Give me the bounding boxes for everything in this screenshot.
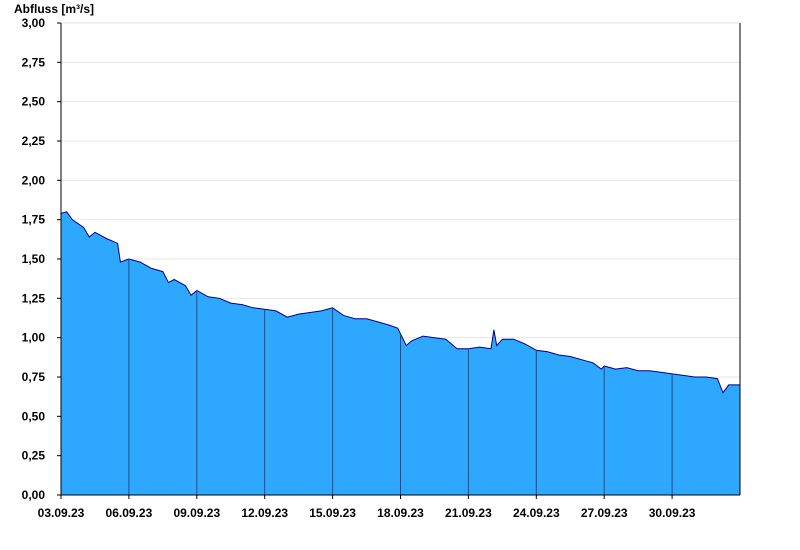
x-tick-label: 15.09.23: [309, 506, 356, 520]
tick-drop-lines: [128, 259, 673, 495]
y-tick-label: 0,25: [22, 449, 46, 463]
x-tick-label: 27.09.23: [581, 506, 628, 520]
y-tick-label: 2,25: [22, 134, 46, 148]
x-tick-labels: 03.09.23 06.09.23 09.09.23 12.09.23 15.09.23…: [38, 506, 696, 520]
y-tick-label: 0,00: [22, 488, 46, 502]
y-tick-label: 2,00: [22, 173, 46, 187]
y-tick-label: 2,50: [22, 95, 46, 109]
y-tick-label: 1,00: [22, 331, 46, 345]
y-tick-label: 0,50: [22, 409, 46, 423]
axes: [57, 22, 741, 499]
x-tick-label: 03.09.23: [38, 506, 85, 520]
y-axis-label: Abfluss [m³/s]: [14, 2, 94, 16]
x-tick-label: 21.09.23: [445, 506, 492, 520]
y-tick-label: 0,75: [22, 370, 46, 384]
y-tick-label: 1,50: [22, 252, 46, 266]
y-tick-label: 1,75: [22, 213, 46, 227]
y-tick-label: 1,25: [22, 291, 46, 305]
x-tick-label: 09.09.23: [173, 506, 220, 520]
y-tick-labels: 0,00 0,25 0,50 0,75 1,00 1,25 1,50 1,75 2,00 2,25…: [22, 16, 46, 502]
x-tick-label: 30.09.23: [649, 506, 696, 520]
x-tick-label: 12.09.23: [241, 506, 288, 520]
x-tick-label: 06.09.23: [106, 506, 153, 520]
y-tick-label: 3,00: [22, 16, 46, 30]
x-tick-label: 24.09.23: [513, 506, 560, 520]
y-tick-label: 2,75: [22, 55, 46, 69]
series-line: [60, 211, 740, 394]
x-tick-label: 18.09.23: [377, 506, 424, 520]
